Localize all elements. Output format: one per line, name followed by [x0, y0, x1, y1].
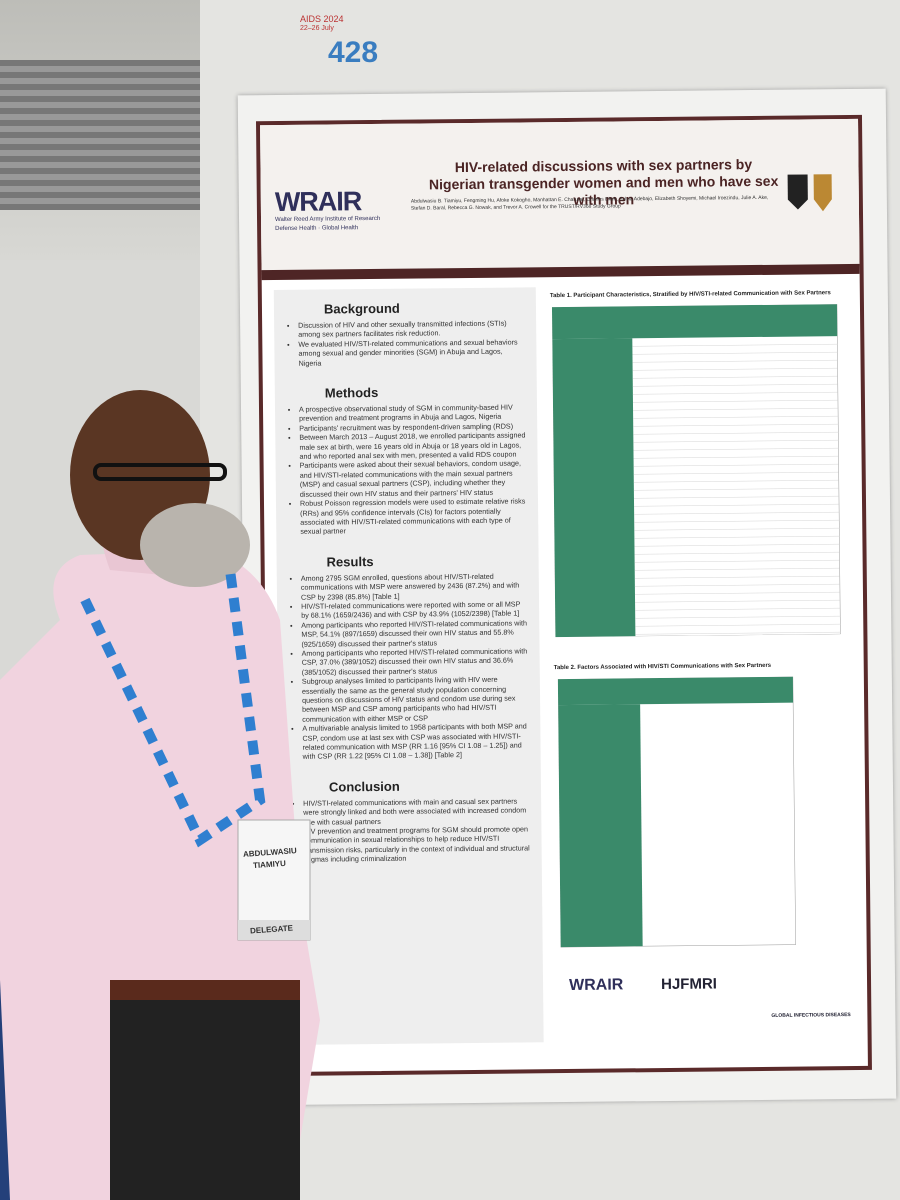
table-row-line: [634, 583, 840, 587]
table-row-line: [634, 511, 840, 515]
person: [0, 390, 320, 1200]
authors: Abdulwasiu B. Tiamiyu, Fengming Hu, Afok…: [410, 194, 769, 212]
tagline: Defense Health · Global Health: [275, 225, 359, 233]
footer-logo: HJFMRI: [660, 975, 717, 994]
table-row-line: [634, 551, 840, 555]
table1-title: Table 1. Participant Characteristics, St…: [549, 290, 831, 300]
section-heading: Background: [323, 300, 400, 317]
table-row-line: [632, 343, 838, 347]
table-row-line: [634, 503, 840, 507]
table-row-line: [634, 591, 840, 595]
logo-sub: Walter Reed Army Institute of Research: [275, 215, 381, 224]
table-row-line: [633, 447, 839, 451]
table-row-line: [633, 455, 839, 459]
table-row-line: [634, 527, 840, 531]
poster-frame: WRAIR Walter Reed Army Institute of Rese…: [256, 114, 872, 1077]
poster-header: WRAIR Walter Reed Army Institute of Rese…: [260, 118, 860, 281]
table-row-line: [632, 391, 838, 395]
table-row-line: [634, 575, 840, 579]
section-heading: Results: [326, 553, 374, 570]
table-row-line: [632, 359, 838, 363]
table-column: Table 1. Participant Characteristics, St…: [543, 284, 856, 1043]
table-row-line: [632, 383, 838, 387]
poster: WRAIR Walter Reed Army Institute of Rese…: [237, 88, 897, 1106]
footer-logo: WRAIR: [568, 976, 624, 994]
table-row-line: [633, 431, 839, 435]
table1: [551, 304, 841, 638]
table-row-line: [633, 423, 839, 427]
table-row-line: [635, 615, 841, 619]
bullet: Discussion of HIV and other sexually tra…: [298, 318, 526, 340]
table-row-line: [633, 439, 839, 443]
table-row-line: [633, 471, 839, 475]
table-row-line: [633, 407, 839, 411]
dates: 22–26 July: [300, 25, 334, 32]
section-heading: Methods: [324, 384, 379, 401]
table-row-line: [635, 631, 841, 635]
table-row-line: [633, 487, 839, 491]
table-row-line: [632, 399, 838, 403]
table-row-line: [635, 623, 841, 627]
table-row-line: [635, 607, 841, 611]
table-row-line: [632, 351, 838, 355]
section: BackgroundDiscussion of HIV and other se…: [284, 299, 527, 368]
table-row-line: [635, 599, 841, 603]
logo: WRAIR: [274, 186, 362, 218]
bullet-list: Discussion of HIV and other sexually tra…: [284, 318, 526, 368]
table2-title: Table 2. Factors Associated with HIV/STI…: [553, 662, 772, 672]
section-heading: Conclusion: [328, 778, 400, 795]
conference: AIDS 2024: [300, 14, 344, 24]
emblems: [787, 174, 832, 212]
booth-number: 428: [328, 36, 379, 69]
table-row-line: [633, 415, 839, 419]
table-row-line: [633, 495, 839, 499]
table-row-line: [632, 375, 838, 379]
table-row-line: [634, 543, 840, 547]
table-row-line: [633, 463, 839, 467]
table-row-line: [634, 567, 840, 571]
table-row-line: [634, 535, 840, 539]
roof-grate: [0, 60, 200, 210]
bullet: We evaluated HIV/STI-related communicati…: [298, 337, 526, 368]
footer-logo: GLOBAL INFECTIOUS DISEASES: [771, 1012, 851, 1019]
table-row-line: [634, 559, 840, 563]
table2: [557, 676, 796, 948]
table-row-line: [633, 479, 839, 483]
table-row-line: [634, 519, 840, 523]
table-row-line: [632, 367, 838, 371]
